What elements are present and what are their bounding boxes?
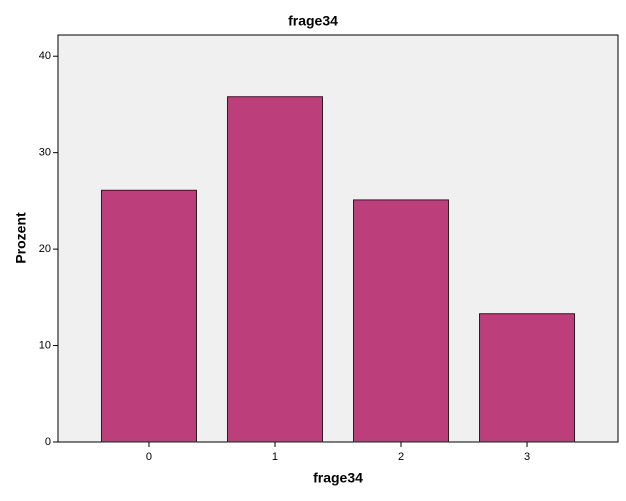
y-tick-label: 40 bbox=[39, 50, 51, 62]
x-tick-label: 1 bbox=[272, 451, 278, 463]
x-tick-label: 0 bbox=[146, 451, 152, 463]
y-tick-label: 10 bbox=[39, 339, 51, 351]
bar bbox=[352, 199, 450, 443]
y-axis-label: Prozent bbox=[13, 212, 29, 264]
x-tick-label: 2 bbox=[398, 451, 404, 463]
y-tick-label: 20 bbox=[39, 243, 51, 255]
x-tick-label: 3 bbox=[524, 451, 530, 463]
y-tick-label: 0 bbox=[45, 436, 51, 448]
bar bbox=[100, 189, 197, 443]
chart-title: frage34 bbox=[288, 13, 338, 29]
bar bbox=[479, 313, 576, 443]
bar bbox=[226, 96, 324, 443]
y-tick-label: 30 bbox=[39, 147, 51, 159]
x-axis-label: frage34 bbox=[313, 470, 363, 486]
